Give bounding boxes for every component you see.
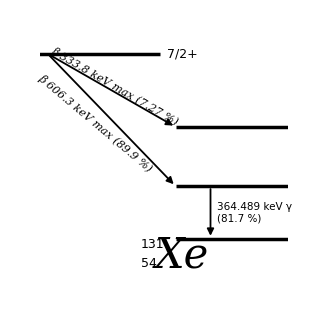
Text: 54: 54 xyxy=(141,257,156,270)
Text: 7/2+: 7/2+ xyxy=(167,47,198,60)
Text: Xe: Xe xyxy=(155,235,209,276)
Text: 131: 131 xyxy=(141,238,164,251)
Text: β 606.3 keV max (89.9 %): β 606.3 keV max (89.9 %) xyxy=(37,72,155,174)
Text: 364.489 keV γ
(81.7 %): 364.489 keV γ (81.7 %) xyxy=(217,202,292,223)
Text: β 333.8 keV max (7.27 %): β 333.8 keV max (7.27 %) xyxy=(50,45,181,127)
